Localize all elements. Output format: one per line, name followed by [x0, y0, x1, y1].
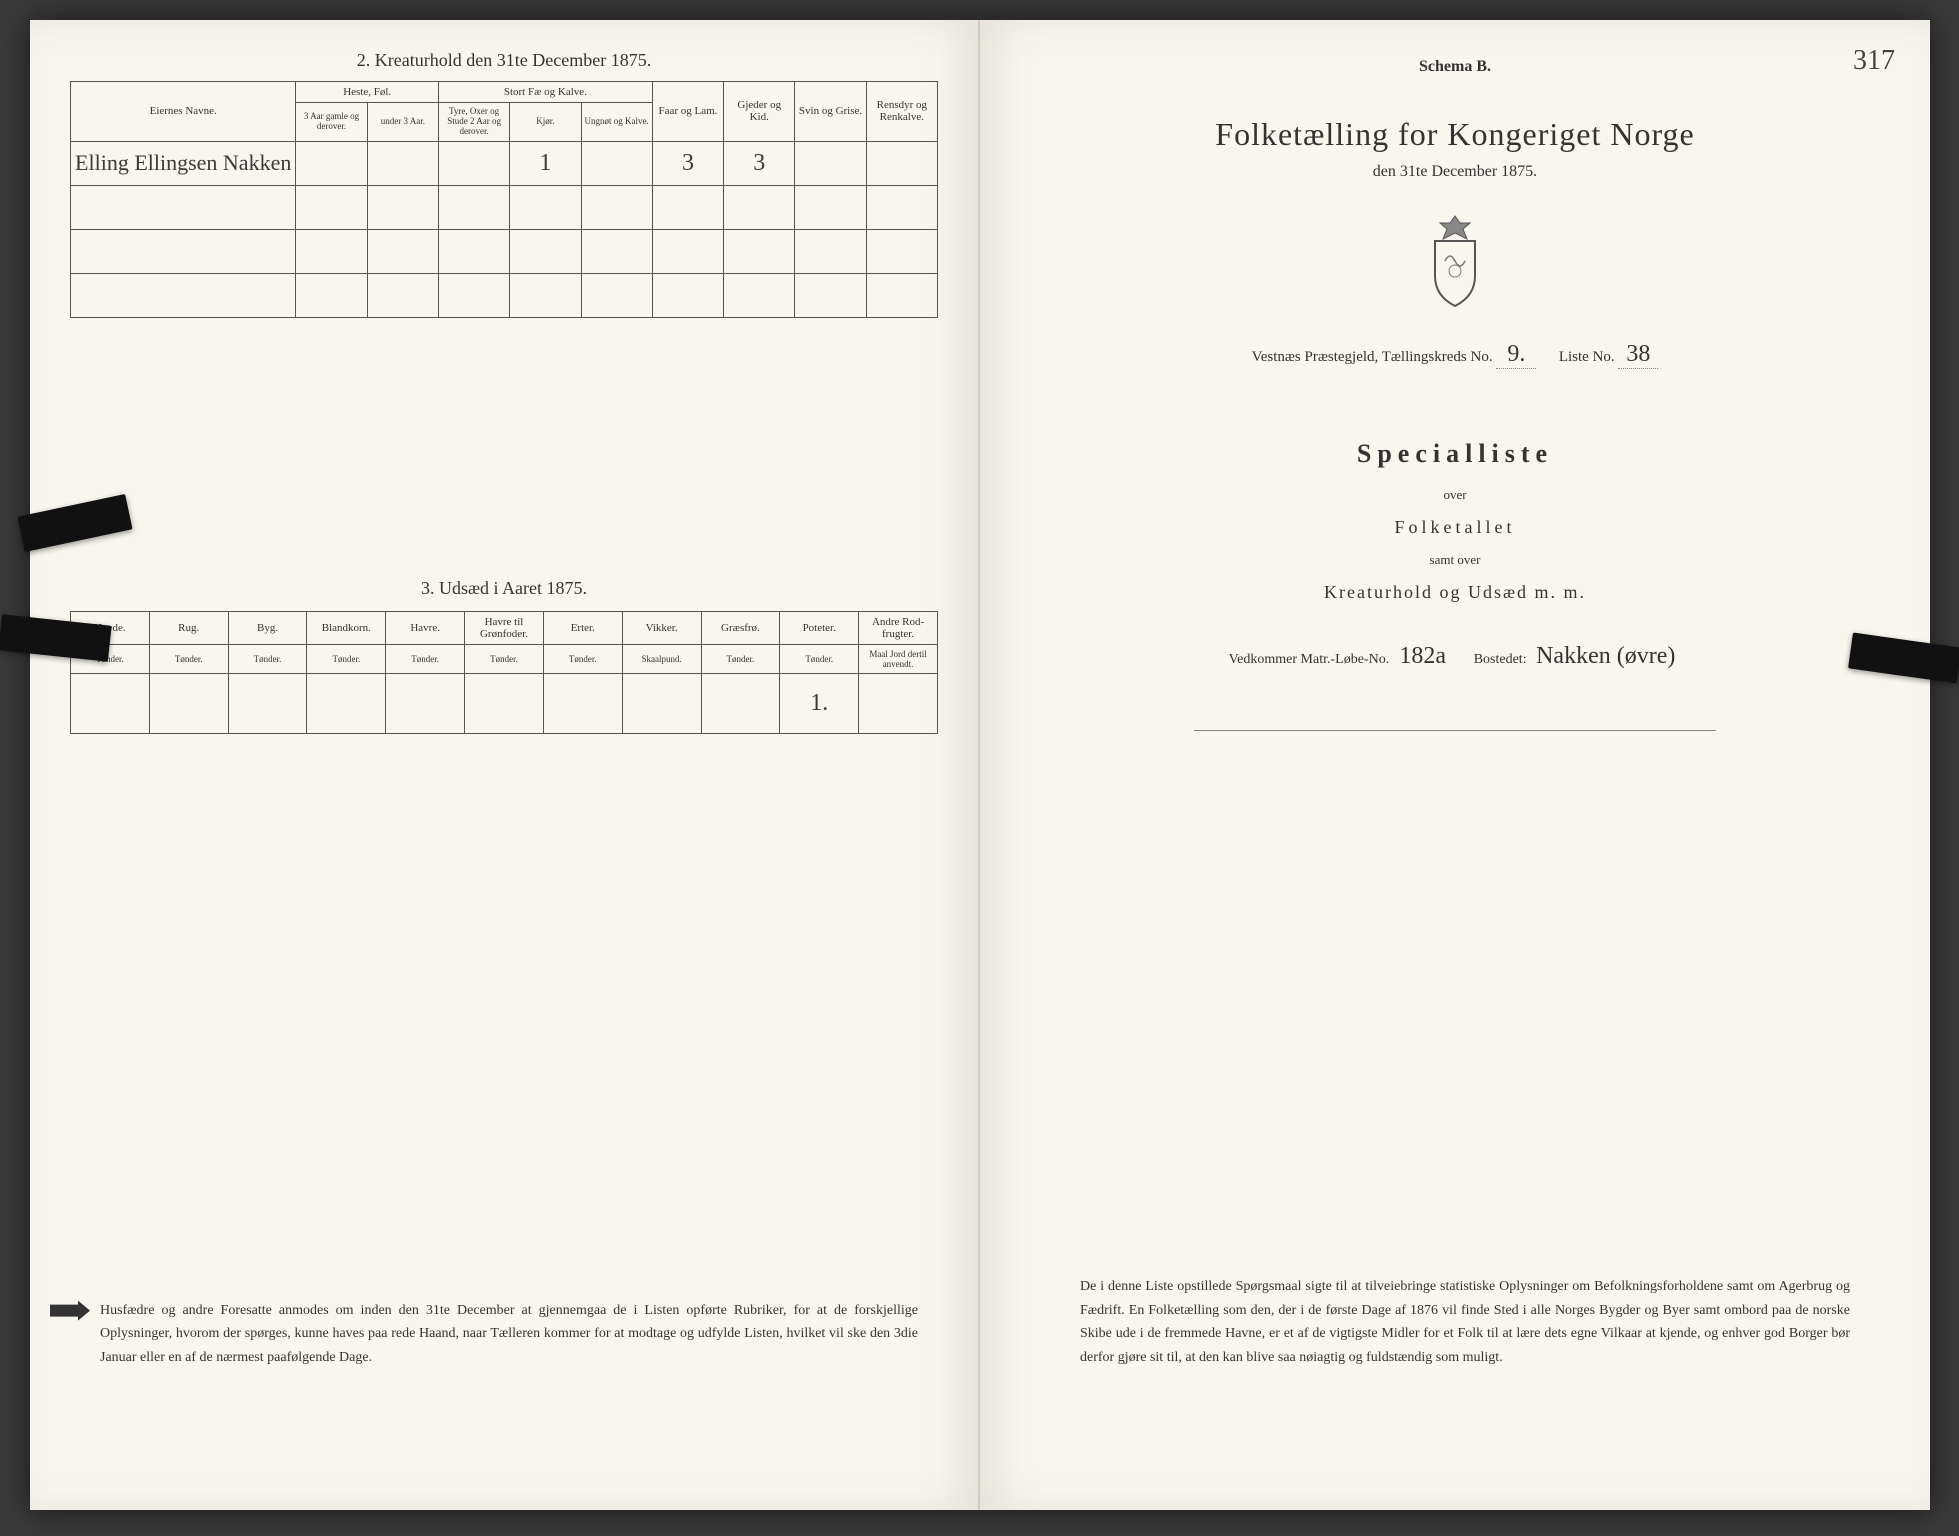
- coat-of-arms-icon: [1415, 211, 1495, 311]
- col-rensdyr: Rensdyr og Renkalve.: [866, 82, 937, 142]
- col-rug: Rug.: [149, 611, 228, 644]
- subtitle-date: den 31te December 1875.: [1020, 163, 1890, 181]
- col-blandkorn: Blandkorn.: [307, 611, 386, 644]
- col-faar: Faar og Lam.: [652, 82, 723, 142]
- samt-over-text: samt over: [1020, 552, 1890, 568]
- bostedet: Nakken (øvre): [1530, 643, 1681, 670]
- over-text: over: [1020, 487, 1890, 503]
- udsaed-table: Hvede. Rug. Byg. Blandkorn. Havre. Havre…: [70, 611, 938, 734]
- col-erter: Erter.: [543, 611, 622, 644]
- col-stort-b: Kjør.: [510, 103, 581, 142]
- col-andre: Andre Rod-frugter.: [859, 611, 938, 644]
- kreaturhold-table: Eiernes Navne. Heste, Føl. Stort Fæ og K…: [70, 81, 938, 318]
- meta-line: Vestnæs Præstegjeld, Tællingskreds No. 9…: [1020, 341, 1890, 369]
- cell-kjor: 1: [510, 141, 581, 185]
- cell-poteter: 1.: [780, 673, 859, 733]
- left-page: 2. Kreaturhold den 31te December 1875. E…: [30, 20, 980, 1510]
- col-heste-a: 3 Aar gamle og derover.: [296, 103, 367, 142]
- col-group-stort: Stort Fæ og Kalve.: [438, 82, 652, 103]
- col-havre: Havre.: [386, 611, 465, 644]
- table-row: [71, 185, 938, 229]
- section3: 3. Udsæd i Aaret 1875. Hvede. Rug. Byg. …: [70, 578, 938, 734]
- left-footer-note: Husfædre og andre Foresatte anmodes om i…: [100, 1299, 918, 1370]
- matr-no: 182a: [1393, 643, 1453, 670]
- col-heste-b: under 3 Aar.: [367, 103, 438, 142]
- folketallet-heading: Folketallet: [1020, 517, 1890, 538]
- col-vikker: Vikker.: [622, 611, 701, 644]
- col-svin: Svin og Grise.: [795, 82, 866, 142]
- table-row: 1.: [71, 673, 938, 733]
- col-name: Eiernes Navne.: [71, 82, 296, 142]
- col-group-heste: Heste, Føl.: [296, 82, 439, 103]
- col-byg: Byg.: [228, 611, 307, 644]
- section2-title: 2. Kreaturhold den 31te December 1875.: [70, 50, 938, 71]
- open-book: 2. Kreaturhold den 31te December 1875. E…: [30, 20, 1930, 1510]
- schema-label: Schema B.: [1020, 58, 1890, 76]
- cell-faar: 3: [652, 141, 723, 185]
- specialliste-heading: Specialliste: [1020, 439, 1890, 469]
- table-row: [71, 273, 938, 317]
- col-poteter: Poteter.: [780, 611, 859, 644]
- divider: [1194, 730, 1716, 731]
- right-page: 317 Schema B. Folketælling for Kongerige…: [980, 20, 1930, 1510]
- page-number: 317: [1853, 45, 1895, 77]
- main-title: Folketælling for Kongeriget Norge: [1020, 116, 1890, 153]
- right-footer-note: De i denne Liste opstillede Spørgsmaal s…: [1080, 1275, 1850, 1370]
- col-gjeder: Gjeder og Kid.: [724, 82, 795, 142]
- liste-no: 38: [1618, 341, 1658, 369]
- col-stort-c: Ungnøt og Kalve.: [581, 103, 652, 142]
- section3-title: 3. Udsæd i Aaret 1875.: [70, 578, 938, 599]
- kreds-no: 9.: [1496, 341, 1536, 369]
- pointing-hand-icon: [50, 1301, 90, 1321]
- table-row: Elling Ellingsen Nakken 1 3 3: [71, 141, 938, 185]
- vedkommer-line: Vedkommer Matr.-Løbe-No. 182a Bostedet: …: [1020, 643, 1890, 670]
- col-havre-gron: Havre til Grønfoder.: [465, 611, 544, 644]
- kreaturhold-heading: Kreaturhold og Udsæd m. m.: [1020, 582, 1890, 603]
- col-stort-a: Tyre, Oxer og Stude 2 Aar og derover.: [438, 103, 509, 142]
- table-row: [71, 229, 938, 273]
- col-graesfro: Græsfrø.: [701, 611, 780, 644]
- owner-name: Elling Ellingsen Nakken: [71, 141, 296, 185]
- cell-gjeder: 3: [724, 141, 795, 185]
